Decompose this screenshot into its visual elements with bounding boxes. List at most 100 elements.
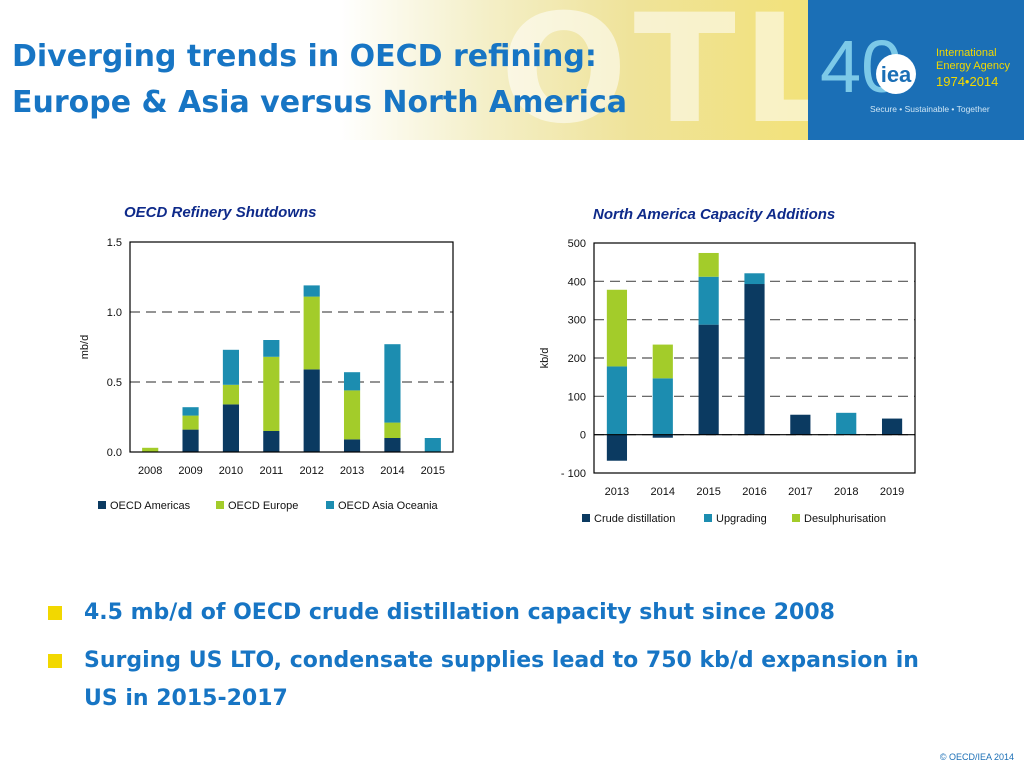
iea-logo: 40 iea International Energy Agency 1974•… <box>820 25 1010 114</box>
logo-name-line2: Energy Agency <box>936 60 1010 72</box>
x-tick-label: 2014 <box>651 486 675 498</box>
bullet-item: Surging US LTO, condensate supplies lead… <box>48 642 944 718</box>
y-tick-label: 1.0 <box>107 307 122 319</box>
legend-swatch <box>216 501 224 509</box>
bar-segment <box>142 447 159 452</box>
legend-label: OECD Americas <box>110 500 191 512</box>
legend-swatch <box>98 501 106 509</box>
bar-segment <box>343 439 361 452</box>
legend-swatch <box>582 514 590 522</box>
bullet-square-icon <box>48 654 62 668</box>
y-tick-label: 1.5 <box>107 237 122 249</box>
bar-segment <box>182 407 199 416</box>
plot-frame <box>593 242 916 474</box>
bar-segment <box>698 252 719 277</box>
x-tick-label: 2013 <box>340 465 364 477</box>
bar-segment <box>222 349 240 385</box>
legend-label: Crude distillation <box>594 513 675 525</box>
x-tick-label: 2013 <box>605 486 629 498</box>
logo-circle <box>876 54 916 94</box>
bar-segment <box>343 390 361 440</box>
bar-segment <box>303 285 320 297</box>
x-tick-label: 2019 <box>880 486 904 498</box>
bar-segment <box>263 431 280 452</box>
x-tick-label: 2016 <box>742 486 766 498</box>
x-tick-label: 2015 <box>696 486 720 498</box>
chart-refinery-shutdowns: 0.0 0.5 1.0 1.5 2008 2009 2010 2011 2012 2013 2014… <box>79 237 454 512</box>
bar-segment <box>698 324 719 435</box>
y-axis-label: mb/d <box>79 335 91 359</box>
bar-segment <box>606 289 628 367</box>
slide-title-line1: Diverging trends in OECD refining: <box>12 39 597 74</box>
y-tick-label: - 100 <box>561 468 586 480</box>
bar-segment <box>384 438 401 452</box>
x-tick-label: 2018 <box>834 486 858 498</box>
bar-segment <box>384 422 401 438</box>
x-tick-label: 2017 <box>788 486 812 498</box>
bar-segment <box>836 412 857 435</box>
bar-segment <box>222 384 240 405</box>
x-tick-label: 2012 <box>299 465 323 477</box>
bullet-square-icon <box>48 606 62 620</box>
slide-title-line2: Europe & Asia versus North America <box>12 85 627 120</box>
bullet-text: Surging US LTO, condensate supplies lead… <box>84 648 919 711</box>
logo-name-line1: International <box>936 47 997 59</box>
y-axis-label: kb/d <box>539 348 551 369</box>
x-tick-label: 2010 <box>219 465 243 477</box>
background-watermark: OTL <box>500 0 844 157</box>
bar-segment <box>263 340 280 357</box>
bullet-list: 4.5 mb/d of OECD crude distillation capa… <box>48 594 944 728</box>
bar-segment <box>303 296 320 370</box>
copyright: © OECD/IEA 2014 <box>939 752 1014 762</box>
bar-segment <box>744 284 765 435</box>
header-background: OTL <box>0 0 837 145</box>
bar-segment <box>182 429 199 452</box>
bar-segment <box>303 369 320 452</box>
y-tick-label: 0 <box>580 430 586 442</box>
chart1-title: OECD Refinery Shutdowns <box>124 204 317 221</box>
chart-capacity-additions: - 100 0 100 200 300 400 500 2013 2014 2015 2016 201… <box>539 238 916 525</box>
bar-segment <box>652 378 673 435</box>
bar-segment <box>222 404 240 452</box>
bullet-item: 4.5 mb/d of OECD crude distillation capa… <box>48 594 944 632</box>
y-tick-label: 100 <box>568 391 586 403</box>
bar-segment <box>652 434 673 438</box>
bar-segment <box>698 276 719 325</box>
y-tick-label: 0.0 <box>107 447 122 459</box>
x-tick-label: 2009 <box>178 465 202 477</box>
y-tick-label: 200 <box>568 353 586 365</box>
logo-acronym: iea <box>881 62 912 87</box>
y-tick-label: 500 <box>568 238 586 250</box>
y-tick-label: 0.5 <box>107 377 122 389</box>
y-tick-label: 400 <box>568 276 586 288</box>
bar-segment <box>263 356 280 431</box>
legend-label: OECD Asia Oceania <box>338 500 439 512</box>
legend-label: Upgrading <box>716 513 767 525</box>
legend-swatch <box>326 501 334 509</box>
bar-segment <box>343 372 361 391</box>
legend-swatch <box>792 514 800 522</box>
bar-segment <box>652 344 673 379</box>
y-tick-label: 300 <box>568 315 586 327</box>
bar-segment <box>790 414 811 435</box>
bar-segment <box>606 366 628 435</box>
slide-title: Diverging trends in OECD refining: Europ… <box>12 34 627 126</box>
chart2-title: North America Capacity Additions <box>593 206 836 223</box>
legend-label: Desulphurisation <box>804 513 886 525</box>
bar-segment <box>384 344 401 423</box>
bar-segment <box>744 273 765 285</box>
plot-frame <box>129 241 454 453</box>
bar-segment <box>881 418 903 435</box>
x-tick-label: 2014 <box>380 465 404 477</box>
iea-logo-panel: 40 iea International Energy Agency 1974•… <box>808 0 1024 140</box>
bar-segment <box>182 415 199 430</box>
bar-segment <box>606 434 628 461</box>
bar-segment <box>424 438 441 452</box>
x-tick-label: 2015 <box>421 465 445 477</box>
bullet-text: 4.5 mb/d of OECD crude distillation capa… <box>84 600 835 625</box>
logo-years: 1974•2014 <box>936 74 998 89</box>
x-tick-label: 2008 <box>138 465 162 477</box>
legend-swatch <box>704 514 712 522</box>
legend-label: OECD Europe <box>228 500 298 512</box>
logo-tagline: Secure • Sustainable • Together <box>870 104 990 114</box>
